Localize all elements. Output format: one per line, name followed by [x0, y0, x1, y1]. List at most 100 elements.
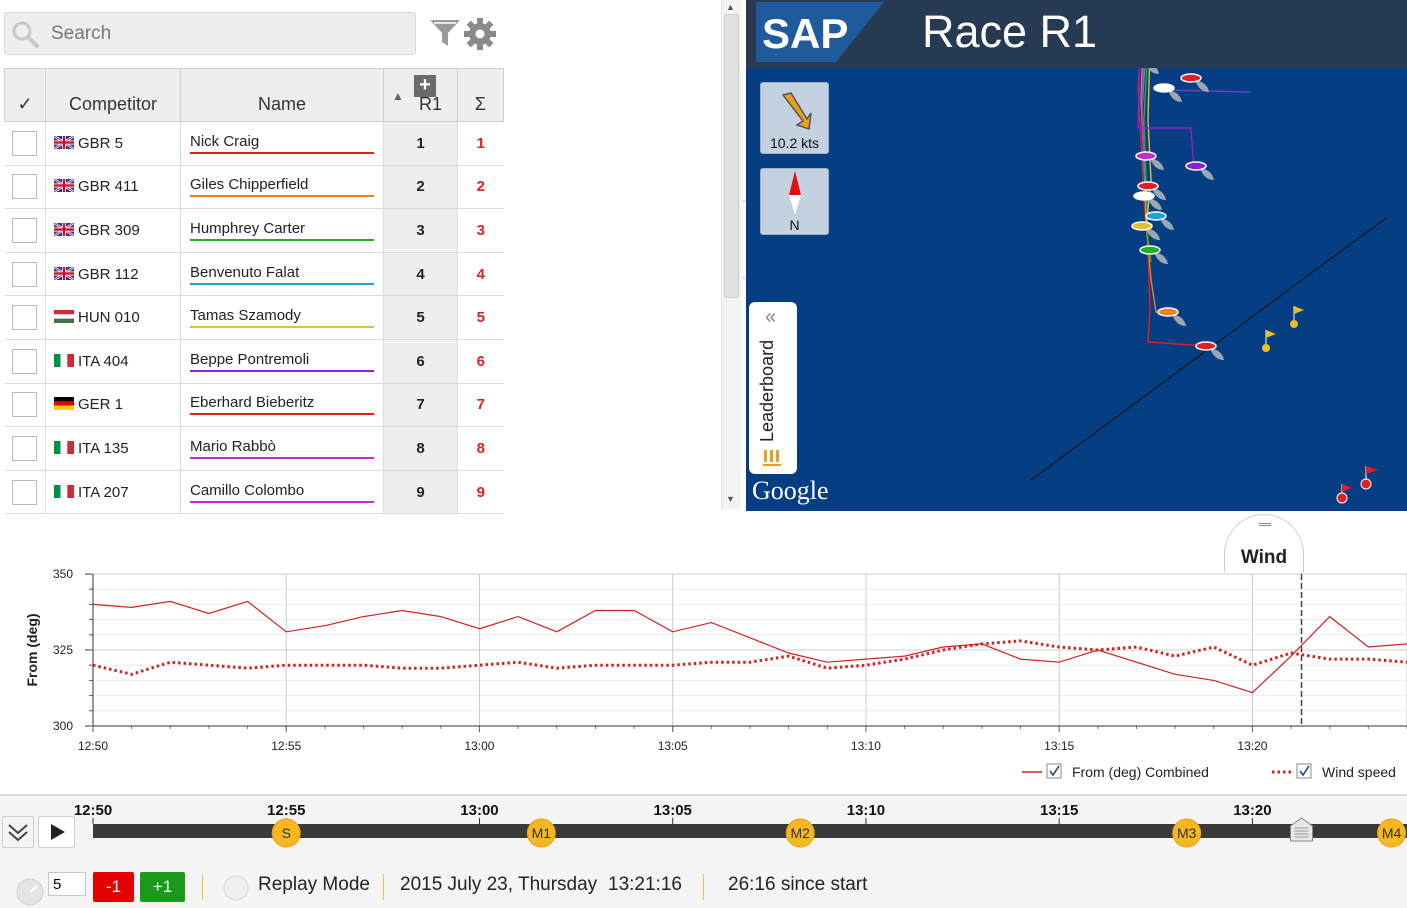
name-cell: Humphrey Carter [180, 208, 384, 253]
row-checkbox-cell [4, 165, 46, 210]
name-cell: Benvenuto Falat [180, 252, 384, 297]
speed-decrease-button[interactable]: -1 [93, 872, 134, 902]
row-checkbox[interactable] [12, 392, 38, 418]
table-row[interactable]: GER 1 Eberhard Bieberitz 7 7 [4, 383, 504, 428]
table-row[interactable]: GBR 309 Humphrey Carter 3 3 [4, 208, 504, 253]
y-axis-label: From (deg) [24, 613, 40, 686]
competitor-sail-number: GER 1 [78, 396, 124, 414]
replay-mode-label: Replay Mode [258, 874, 370, 895]
scrollbar-thumb[interactable] [724, 14, 739, 298]
expand-race-button[interactable]: + [414, 75, 436, 97]
gear-icon[interactable] [462, 16, 498, 52]
timeline-track[interactable] [93, 824, 1407, 838]
column-header-r1[interactable]: ▲ + R1 [383, 68, 458, 122]
table-row[interactable]: ITA 207 Camillo Colombo 9 9 [4, 470, 504, 515]
speed-increase-button[interactable]: +1 [140, 872, 185, 902]
competitor-name[interactable]: Tamas Szamody [190, 307, 374, 329]
column-header-name[interactable]: Name [180, 68, 384, 122]
total-points-cell: 9 [457, 470, 504, 515]
divider [202, 874, 203, 900]
total-points-cell: 1 [457, 121, 504, 166]
row-checkbox[interactable] [12, 261, 38, 287]
row-checkbox[interactable] [12, 174, 38, 200]
row-checkbox[interactable] [12, 217, 38, 243]
search-input[interactable] [49, 21, 389, 47]
boat-marker[interactable] [1153, 83, 1182, 102]
row-checkbox[interactable] [12, 348, 38, 374]
table-row[interactable]: ITA 135 Mario Rabbò 8 8 [4, 426, 504, 471]
flag-gb-icon [54, 179, 74, 193]
competitor-name[interactable]: Benvenuto Falat [190, 264, 374, 285]
north-compass-button[interactable]: N [760, 168, 829, 235]
competitor-name[interactable]: Camillo Colombo [190, 482, 374, 503]
checkmark-icon [1299, 765, 1310, 777]
leaderboard-scrollbar[interactable]: ▲ ▼ [721, 0, 741, 509]
boat-marker[interactable] [1185, 161, 1214, 180]
sap-logo: SAP [756, 2, 884, 62]
column-header-r1-label: R1 [418, 94, 442, 114]
boat-marker[interactable] [1131, 221, 1160, 240]
race-course-tracks [1030, 20, 1387, 504]
column-header-sum[interactable]: Σ [457, 68, 504, 122]
course-mark-m1[interactable] [526, 818, 556, 848]
race-timeline[interactable]: 12:50 12:55 13:00 13:05 13:10 13:15 13:20 S M1 M2… [0, 796, 1407, 856]
scroll-up-icon[interactable]: ▲ [726, 2, 735, 12]
table-row[interactable]: ITA 404 Beppe Pontremoli 6 6 [4, 339, 504, 384]
map-header: SAP Race R1 [746, 0, 1407, 68]
boat-marker[interactable] [1180, 73, 1209, 92]
row-checkbox-cell [4, 426, 46, 471]
boat-marker[interactable] [1195, 341, 1224, 360]
row-checkbox[interactable] [12, 130, 38, 156]
competitor-name[interactable]: Humphrey Carter [190, 220, 374, 241]
boat-marker[interactable] [1145, 211, 1174, 230]
row-checkbox[interactable] [12, 479, 38, 505]
table-row[interactable]: GBR 5 Nick Craig 1 1 [4, 121, 504, 166]
competitor-name[interactable]: Nick Craig [190, 133, 374, 154]
course-mark-label: M1 [532, 825, 552, 841]
competitor-name[interactable]: Mario Rabbò [190, 438, 374, 459]
filter-icon[interactable] [428, 16, 462, 50]
legend-label: From (deg) Combined [1072, 764, 1209, 780]
race-map[interactable]: SAP Race R1 10.2 kts N « Leaderboard Goo… [746, 0, 1407, 511]
course-mark-s[interactable] [271, 818, 301, 848]
row-checkbox[interactable] [12, 435, 38, 461]
competitor-cell: HUN 010 [45, 295, 181, 340]
boat-marker[interactable] [1133, 191, 1162, 210]
wind-indicator-button[interactable]: 10.2 kts [760, 82, 829, 154]
wind-panel-tab[interactable]: Wind [1224, 514, 1304, 572]
leaderboard-side-tab[interactable]: « Leaderboard [749, 302, 797, 474]
boat-marker[interactable] [1137, 181, 1166, 200]
competitor-name[interactable]: Giles Chipperfield [190, 176, 374, 198]
row-checkbox-cell [4, 383, 46, 428]
boat-marker[interactable] [1135, 151, 1164, 170]
wind-chart[interactable]: 12:50 12:55 13:00 13:05 13:10 13:15 13:20 300 32… [0, 566, 1407, 788]
scroll-down-icon[interactable]: ▼ [726, 494, 735, 504]
course-mark-m3[interactable] [1172, 818, 1202, 848]
sort-ascending-icon: ▲ [392, 89, 404, 103]
table-row[interactable]: GBR 411 Giles Chipperfield 2 2 [4, 165, 504, 210]
column-header-check[interactable]: ✓ [4, 68, 46, 122]
timeline-tick-label: 13:00 [460, 802, 498, 819]
competitor-name[interactable]: Beppe Pontremoli [190, 351, 374, 372]
row-checkbox[interactable] [12, 305, 38, 331]
total-points-cell: 7 [457, 383, 504, 428]
boat-marker[interactable] [1139, 245, 1168, 264]
current-time: 13:21:16 [608, 874, 682, 895]
competitor-name[interactable]: Eberhard Bieberitz [190, 394, 374, 416]
svg-text:SAP: SAP [762, 10, 848, 57]
name-cell: Mario Rabbò [180, 426, 384, 471]
column-header-competitor[interactable]: Competitor [45, 68, 181, 122]
course-mark-m2[interactable] [785, 818, 815, 848]
playback-speed-input[interactable] [48, 872, 86, 896]
table-row[interactable]: GBR 112 Benvenuto Falat 4 4 [4, 252, 504, 297]
play-button[interactable] [38, 816, 75, 848]
leaderboard-bars-icon [763, 450, 781, 466]
flag-it-icon [54, 440, 74, 454]
collapse-timeline-button[interactable] [2, 816, 34, 848]
timeline-slider-handle[interactable] [1289, 817, 1313, 842]
course-mark-label: M2 [791, 825, 811, 841]
timeline-tick-label: 13:10 [847, 802, 885, 819]
course-mark-m4[interactable] [1377, 818, 1407, 848]
table-row[interactable]: HUN 010 Tamas Szamody 5 5 [4, 295, 504, 340]
boat-marker[interactable] [1157, 307, 1186, 326]
